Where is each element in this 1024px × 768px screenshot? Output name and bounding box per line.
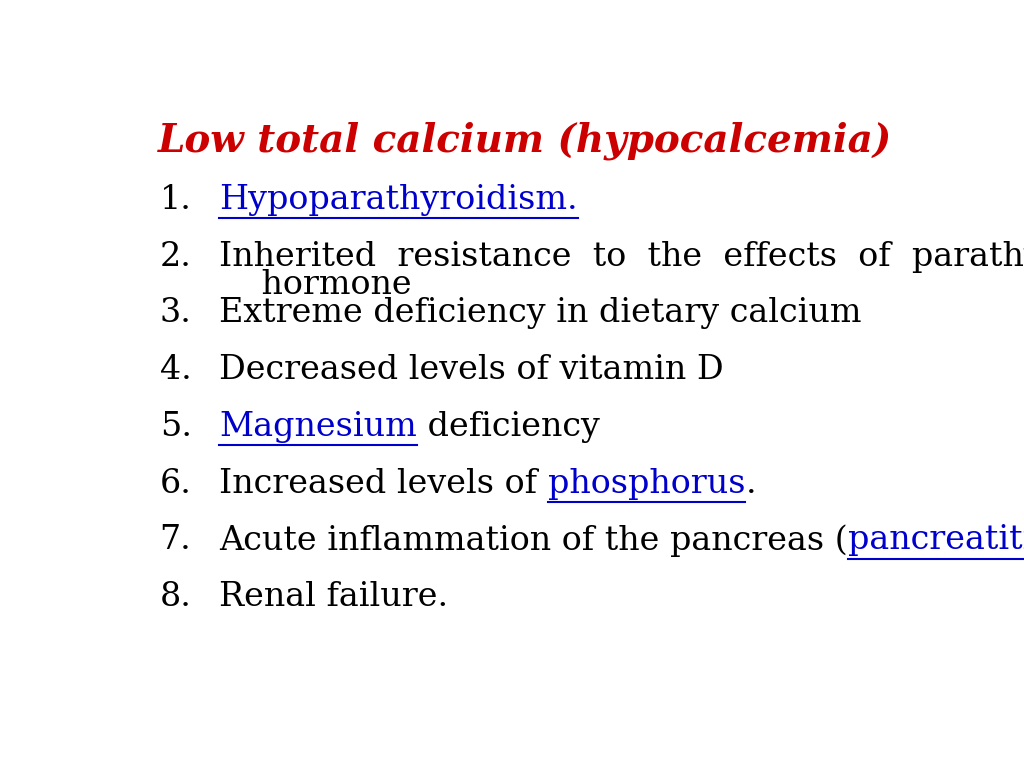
- Text: hormone: hormone: [219, 269, 412, 301]
- Text: 3.: 3.: [160, 297, 191, 329]
- Text: Hypoparathyroidism.: Hypoparathyroidism.: [219, 184, 578, 216]
- Text: Decreased levels of vitamin D: Decreased levels of vitamin D: [219, 354, 724, 386]
- Text: pancreatitis: pancreatitis: [848, 525, 1024, 557]
- Text: 4.: 4.: [160, 354, 191, 386]
- Text: Acute inflammation of the pancreas (: Acute inflammation of the pancreas (: [219, 525, 848, 557]
- Text: 6.: 6.: [160, 468, 191, 500]
- Text: Low total calcium (hypocalcemia): Low total calcium (hypocalcemia): [158, 121, 892, 161]
- Text: Magnesium: Magnesium: [219, 411, 417, 443]
- Text: 5.: 5.: [160, 411, 191, 443]
- Text: phosphorus: phosphorus: [548, 468, 745, 500]
- Text: 2.: 2.: [160, 240, 191, 273]
- Text: 8.: 8.: [160, 581, 191, 613]
- Text: 7.: 7.: [160, 525, 191, 557]
- Text: deficiency: deficiency: [417, 411, 600, 443]
- Text: 1.: 1.: [160, 184, 191, 216]
- Text: Extreme deficiency in dietary calcium: Extreme deficiency in dietary calcium: [219, 297, 862, 329]
- Text: .: .: [745, 468, 756, 500]
- Text: Increased levels of: Increased levels of: [219, 468, 548, 500]
- Text: Inherited  resistance  to  the  effects  of  parathyroid: Inherited resistance to the effects of p…: [219, 240, 1024, 273]
- Text: Renal failure.: Renal failure.: [219, 581, 449, 613]
